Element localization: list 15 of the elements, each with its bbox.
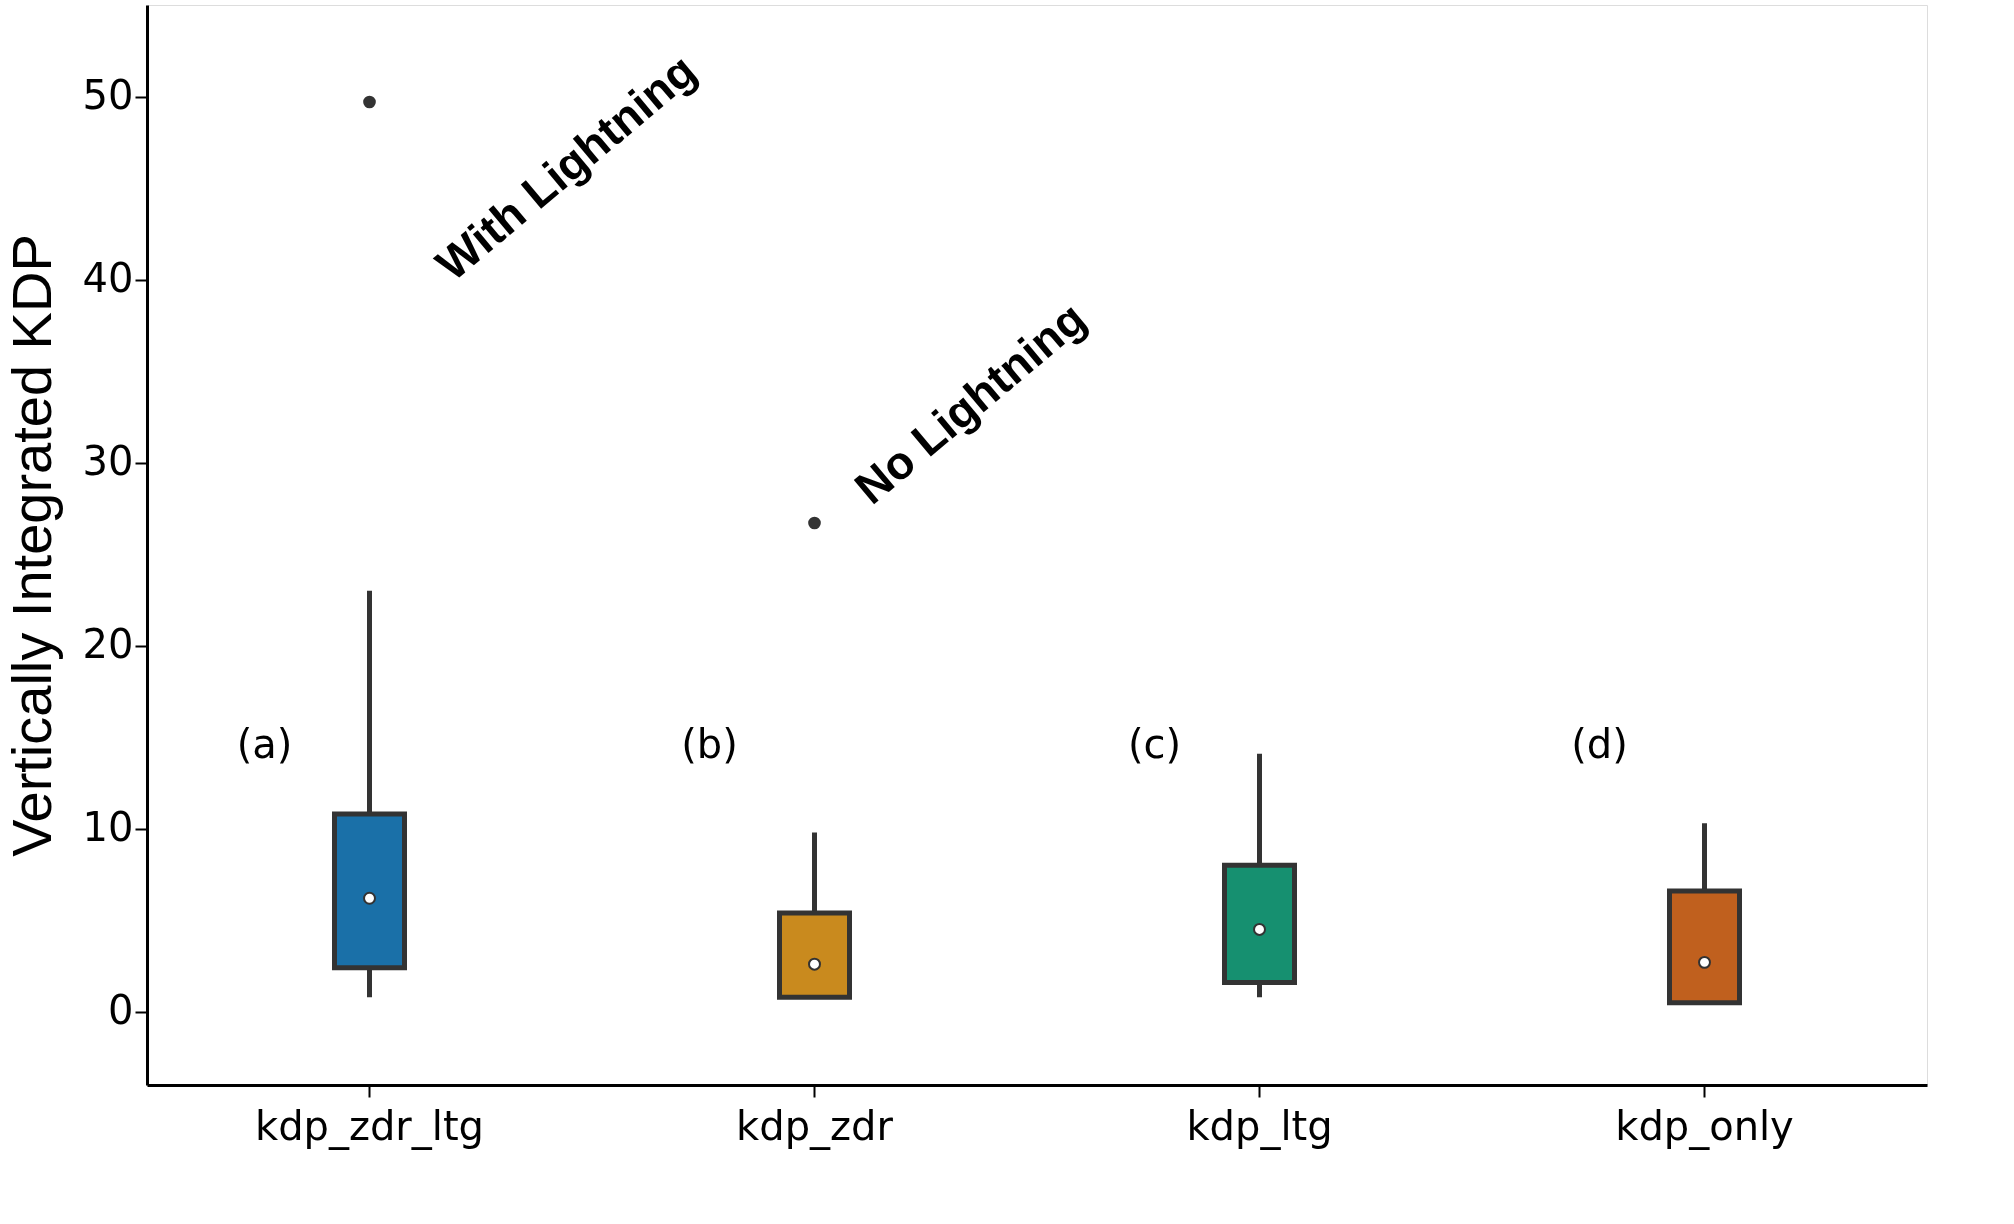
y-tick-label: 40 <box>82 255 134 302</box>
annotation: (a) <box>236 721 293 768</box>
annotation: (b) <box>681 721 738 768</box>
x-tick-label: kdp_ltg <box>1186 1102 1333 1150</box>
y-tick-label: 50 <box>82 72 134 119</box>
y-axis-title: Vertically Integrated KDP <box>0 234 63 857</box>
x-tick-label: kdp_zdr_ltg <box>255 1102 484 1150</box>
x-tick-label: kdp_zdr <box>736 1102 894 1150</box>
x-tick-label: kdp_only <box>1615 1102 1794 1150</box>
y-tick-label: 0 <box>108 987 134 1034</box>
y-tick-label: 10 <box>82 804 134 851</box>
annotation: (c) <box>1127 721 1182 768</box>
annotation: (d) <box>1571 721 1628 768</box>
y-tick-label: 30 <box>82 438 134 485</box>
y-tick-label: 20 <box>82 621 134 668</box>
